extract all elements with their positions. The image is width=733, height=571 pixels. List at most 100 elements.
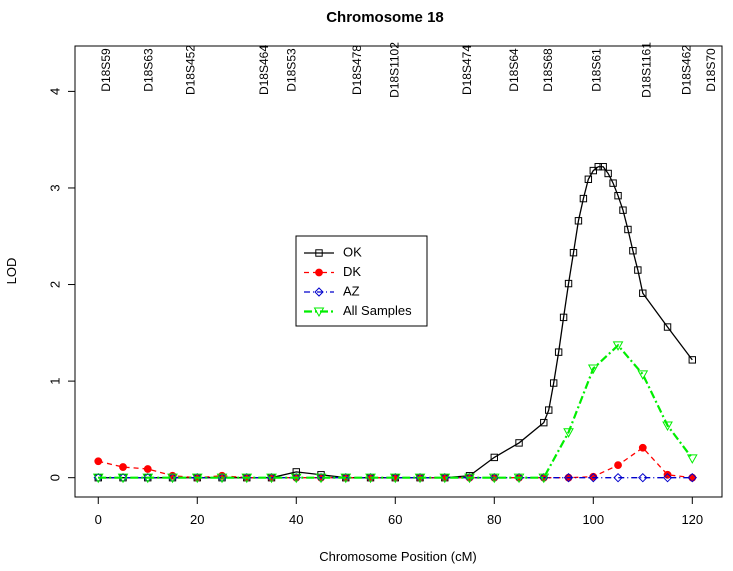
- data-point: [614, 461, 622, 470]
- data-point: [167, 473, 178, 484]
- y-tick-label: 2: [47, 281, 62, 288]
- x-tick-label: 80: [487, 512, 501, 527]
- x-tick-label: 120: [681, 512, 703, 527]
- data-point: [609, 179, 617, 187]
- data-point: [554, 348, 563, 356]
- marker-label: D18S53: [284, 48, 298, 92]
- data-point: [513, 473, 525, 484]
- data-point: [439, 473, 451, 484]
- data-point: [629, 247, 637, 255]
- marker-label: D18S474: [460, 45, 474, 95]
- data-point: [241, 473, 253, 484]
- marker-label: D18S1161: [639, 42, 653, 98]
- data-point: [490, 453, 498, 462]
- data-point: [637, 370, 649, 380]
- legend-label: DK: [343, 264, 361, 279]
- data-point: [563, 428, 574, 438]
- marker-label: D18S464: [257, 45, 271, 95]
- legend-label: AZ: [343, 283, 360, 298]
- data-point: [142, 473, 154, 484]
- data-point: [290, 473, 302, 484]
- marker-label: D18S70: [704, 48, 718, 92]
- marker-label: D18S452: [183, 45, 197, 95]
- data-point: [117, 473, 129, 484]
- data-point: [638, 472, 648, 483]
- data-point: [414, 473, 426, 484]
- data-point: [540, 418, 548, 427]
- legend-box: [295, 235, 428, 327]
- x-tick-label: 100: [582, 512, 604, 527]
- data-point: [584, 175, 593, 183]
- data-point: [538, 473, 550, 484]
- data-point: [365, 473, 376, 484]
- data-point: [619, 206, 627, 214]
- legend-symbol: [315, 249, 323, 257]
- legend-label: OK: [343, 244, 362, 259]
- y-tick-label: 4: [47, 88, 62, 95]
- y-tick-label: 1: [47, 377, 62, 384]
- marker-label: D18S68: [541, 48, 555, 92]
- data-point: [662, 421, 673, 432]
- marker-label: D18S462: [679, 45, 693, 95]
- data-point: [464, 473, 475, 484]
- data-point: [588, 472, 599, 483]
- x-tick-label: 60: [388, 512, 402, 527]
- data-point: [569, 248, 578, 257]
- marker-label: D18S64: [507, 48, 521, 92]
- data-point: [594, 163, 602, 171]
- data-point: [589, 166, 597, 175]
- data-point: [624, 225, 632, 234]
- data-point: [94, 457, 103, 466]
- data-point: [266, 473, 277, 484]
- data-point: [634, 266, 642, 274]
- y-axis-label: LOD: [4, 258, 19, 285]
- data-point: [579, 194, 588, 203]
- data-point: [663, 470, 672, 479]
- data-point: [639, 289, 647, 297]
- data-point: [663, 323, 672, 331]
- data-point: [559, 313, 568, 322]
- y-tick-label: 0: [47, 474, 62, 481]
- data-point: [545, 406, 553, 414]
- data-point: [687, 472, 698, 483]
- data-point: [614, 191, 622, 200]
- x-tick-label: 20: [190, 512, 204, 527]
- data-point: [638, 443, 647, 452]
- data-point: [686, 454, 698, 464]
- data-point: [604, 169, 612, 178]
- data-point: [143, 465, 152, 473]
- data-point: [599, 163, 607, 171]
- data-point: [389, 473, 401, 484]
- data-point: [613, 472, 623, 483]
- legend-label: All Samples: [343, 303, 412, 318]
- legend-symbol: [314, 287, 324, 297]
- legend-symbol: [313, 307, 325, 318]
- data-point: [340, 473, 352, 484]
- x-tick-label: 40: [289, 512, 303, 527]
- chart-title: Chromosome 18: [326, 9, 444, 26]
- y-tick-label: 3: [47, 184, 62, 191]
- data-point: [662, 472, 673, 483]
- plot-frame: [74, 45, 723, 498]
- data-point: [612, 341, 624, 351]
- marker-label: D18S61: [589, 48, 603, 92]
- x-axis-label: Chromosome Position (cM): [319, 549, 477, 564]
- data-point: [92, 473, 104, 484]
- data-point: [515, 439, 523, 447]
- data-point: [688, 356, 696, 364]
- data-point: [488, 473, 500, 484]
- legend-symbol: [315, 268, 323, 277]
- data-point: [563, 472, 574, 483]
- data-point: [564, 279, 573, 288]
- marker-label: D18S59: [99, 48, 113, 92]
- data-point: [549, 379, 558, 387]
- data-point: [119, 463, 127, 471]
- data-point: [216, 473, 228, 484]
- series-line: [98, 343, 694, 479]
- data-point: [191, 473, 203, 484]
- marker-label: D18S63: [141, 48, 155, 92]
- x-tick-label: 0: [95, 512, 102, 527]
- data-point: [574, 217, 583, 225]
- marker-label: D18S1102: [387, 42, 401, 98]
